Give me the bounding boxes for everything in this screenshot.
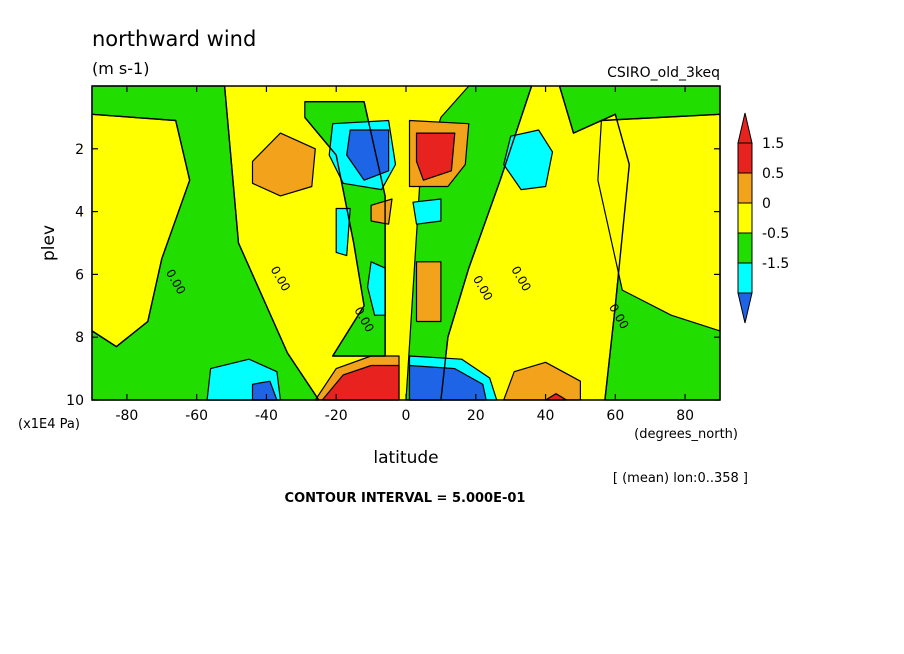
x-tick-label: -60 [185, 408, 208, 424]
y-tick-label: 4 [75, 205, 84, 221]
legend-label: -1.5 [762, 256, 789, 272]
contour-region-14 [335, 207, 351, 257]
footnote: [ (mean) lon:0..358 ] [613, 471, 748, 486]
zero-contour-0 [91, 113, 191, 348]
legend-swatch [737, 262, 753, 294]
y-axis-label: plev [39, 225, 59, 261]
x-tick-label: 0 [402, 408, 411, 424]
legend-top-arrow [737, 112, 753, 144]
legend-swatch [737, 142, 753, 174]
x-axis: -80 -60 -40 -20 0 20 40 60 80 [115, 86, 694, 424]
legend-swatch [737, 172, 753, 204]
plot-area [91, 85, 721, 401]
y-axis-units: (x1E4 Pa) [18, 417, 80, 432]
x-tick-label: -40 [255, 408, 278, 424]
y-tick-label: 2 [75, 142, 84, 158]
y-axis: 2 4 6 8 10 [66, 142, 720, 409]
x-axis-label: latitude [373, 448, 438, 468]
zero-contour-3 [440, 85, 533, 401]
legend: 1.5 0.5 0 -0.5 -1.5 [737, 112, 789, 324]
legend-label: 0 [762, 196, 771, 212]
contour-region-13 [412, 198, 442, 225]
legend-swatch [737, 232, 753, 264]
contour-region-22 [408, 364, 487, 401]
x-tick-label: -80 [115, 408, 138, 424]
contour-region-15 [367, 261, 386, 316]
zero-contour-5 [601, 113, 721, 122]
dataset-label: CSIRO_old_3keq [607, 65, 720, 81]
contour-region-6 [251, 132, 316, 197]
y-tick-label: 6 [75, 267, 84, 283]
chart-title: northward wind [92, 27, 256, 51]
y-tick-label: 10 [66, 393, 84, 409]
x-tick-label: 60 [606, 408, 624, 424]
x-tick-label: 20 [467, 408, 485, 424]
x-tick-label: 40 [537, 408, 555, 424]
legend-bottom-arrow [737, 292, 753, 324]
x-tick-label: -20 [325, 408, 348, 424]
chart-units: (m s-1) [92, 59, 149, 78]
contour-interval: CONTOUR INTERVAL = 5.000E-01 [285, 491, 526, 506]
legend-label: -0.5 [762, 226, 789, 242]
x-axis-units: (degrees_north) [634, 427, 738, 442]
contour-region-10 [415, 132, 456, 181]
x-tick-label: 80 [676, 408, 694, 424]
legend-label: 0.5 [762, 166, 784, 182]
zero-contour-1 [223, 85, 320, 401]
legend-swatch [737, 202, 753, 234]
contour-region-11 [503, 129, 554, 191]
y-tick-label: 8 [75, 330, 84, 346]
zero-contour-4 [558, 85, 630, 401]
legend-label: 1.5 [762, 136, 784, 152]
zero-contour-2 [304, 100, 386, 357]
contour-region-16 [415, 261, 442, 323]
